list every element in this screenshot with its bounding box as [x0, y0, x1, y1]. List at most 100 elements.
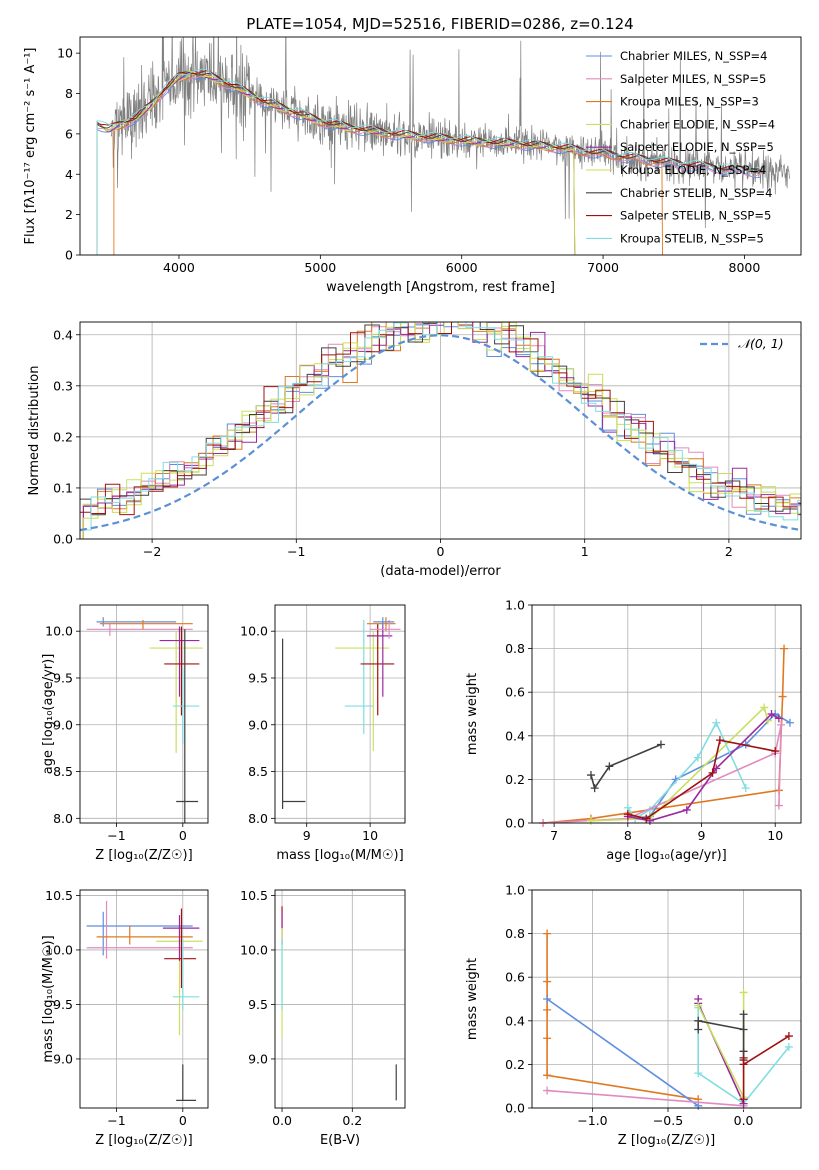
x-tick-label: 0.2	[342, 1113, 362, 1128]
x-axis-label: Z [log₁₀(Z/Z☉)]	[95, 1133, 192, 1148]
weight-line	[547, 1089, 744, 1107]
weight-marker	[784, 1042, 793, 1051]
weight-marker	[767, 710, 776, 718]
y-tick-label: 0.2	[505, 1057, 525, 1072]
weight-marker	[590, 784, 599, 793]
grid-lines	[275, 890, 405, 1108]
y-tick-label: 0.6	[505, 970, 525, 985]
weight-marker	[774, 714, 783, 723]
errorbar-point	[360, 623, 395, 716]
x-axis-label: mass [log₁₀(M/M☉)]	[276, 848, 403, 863]
weight-marker	[543, 929, 552, 938]
weight-line	[590, 743, 662, 790]
y-axis-label: mass weight	[465, 673, 480, 755]
x-tick-label: 5000	[304, 260, 336, 275]
errorbar-point	[176, 1064, 197, 1101]
model-spectrum-line	[96, 70, 576, 255]
weight-lines	[543, 929, 793, 1110]
weight-marker	[543, 1034, 552, 1043]
y-tick-label: 1.0	[505, 883, 525, 898]
weight-marker	[642, 814, 651, 823]
y-tick-label: 10	[57, 46, 73, 61]
normal-distribution-curve	[80, 334, 799, 532]
x-tick-label: 8	[624, 828, 632, 843]
y-tick-label: 0.4	[505, 1013, 525, 1028]
y-tick-label: 0.8	[505, 926, 525, 941]
errorbar-point	[370, 619, 401, 639]
figure-title: PLATE=1054, MJD=52516, FIBERID=0286, z=0…	[246, 15, 633, 33]
y-tick-label: 10.5	[45, 888, 73, 903]
errorbar-point	[159, 626, 200, 697]
weight-marker	[739, 1025, 748, 1034]
errorbar-point	[176, 629, 199, 823]
errorbar-point	[282, 638, 306, 809]
y-tick-label: 0.2	[53, 429, 73, 444]
y-tick-label: 0.2	[505, 772, 525, 787]
weight-marker	[739, 1095, 748, 1104]
residuals-panel: −2 −1 0 1 2 0.0 0.1 0.2 0.3 0.4 (data-model)/error…	[27, 321, 802, 579]
x-tick-label: −0.5	[653, 1113, 683, 1128]
weight-line	[546, 998, 699, 1107]
y-tick-label: 0	[65, 248, 73, 263]
errorbar-point	[86, 623, 193, 636]
weight-marker	[656, 740, 665, 749]
x-tick-label: 1	[581, 544, 589, 559]
weight-marker	[778, 692, 787, 701]
spectrum-panel: 4000 5000 6000 7000 8000 0 2 4 6 8 10 wavelength [A…	[23, 36, 802, 295]
weight-marker	[739, 1010, 748, 1019]
residual-histogram	[82, 322, 801, 539]
legend-label: Kroupa STELIB, N_SSP=5	[620, 231, 764, 245]
residuals-legend: 𝒩(0, 1)	[700, 336, 784, 351]
spectrum-legend: Chabrier MILES, N_SSP=4 Salpeter MILES, N…	[586, 49, 775, 245]
error-bars	[86, 617, 203, 823]
weight-vs-metallicity-panel: −1.0 −0.5 0.0 0.0 0.2 0.4 0.6 0.8 1.0 Z [log₁₀(Z/…	[465, 883, 802, 1148]
weight-marker	[739, 988, 748, 997]
plot-frame	[531, 889, 802, 1109]
x-tick-label: 8000	[729, 260, 761, 275]
weight-marker	[543, 1005, 552, 1014]
legend-label: Kroupa ELODIE, N_SSP=4	[620, 163, 766, 177]
weight-marker	[694, 1025, 703, 1034]
legend-label: Salpeter STELIB, N_SSP=5	[620, 209, 771, 223]
y-tick-label: 0.3	[53, 378, 73, 393]
plot-frame	[274, 889, 406, 1109]
model-spectrum-line	[96, 70, 576, 255]
y-tick-label: 9.5	[248, 997, 268, 1012]
weight-line	[590, 705, 769, 822]
x-tick-label: −2	[143, 544, 161, 559]
y-tick-label: 0.1	[53, 480, 73, 495]
weight-marker	[586, 816, 595, 825]
residual-histogram	[82, 322, 801, 539]
x-tick-label: −1	[107, 1113, 125, 1128]
errorbar-point	[86, 911, 193, 956]
age-vs-metallicity-panel: −1 0 8.0 8.5 9.0 9.5 10.0 Z [log₁₀(Z/Z☉)] age [l…	[41, 604, 209, 863]
weight-line	[697, 1007, 790, 1105]
weight-marker	[605, 762, 614, 771]
y-tick-label: 9.5	[53, 670, 73, 685]
legend-label: Kroupa MILES, N_SSP=3	[620, 95, 759, 109]
x-tick-label: 7	[550, 828, 558, 843]
y-tick-label: 9.0	[53, 717, 73, 732]
y-tick-label: 0.8	[505, 641, 525, 656]
legend-label: Chabrier STELIB, N_SSP=4	[620, 186, 772, 200]
mass-vs-metallicity-panel: −1 0 9.0 9.5 10.0 10.5 Z [log₁₀(Z/Z☉)] mass [lo…	[41, 888, 209, 1148]
y-tick-label: 0.0	[53, 532, 73, 547]
model-spectrum-line	[113, 73, 663, 255]
y-tick-label: 9.0	[248, 1051, 268, 1066]
weight-marker	[741, 784, 750, 793]
grid-lines	[80, 890, 208, 1108]
x-tick-label: −1.0	[577, 1113, 607, 1128]
y-tick-label: 2	[65, 207, 73, 222]
weight-marker	[785, 718, 794, 727]
plot-frame	[531, 604, 802, 824]
legend-label: Chabrier MILES, N_SSP=4	[620, 49, 767, 63]
y-axis-label: Flux [fλ10⁻¹⁷ erg cm⁻² s⁻¹ A⁻¹]	[23, 48, 38, 245]
x-tick-label: 0	[179, 1113, 187, 1128]
y-tick-label: 0.0	[505, 816, 525, 831]
plot-frame	[79, 321, 802, 540]
errorbar-point	[164, 626, 200, 716]
y-tick-label: 8.5	[53, 764, 73, 779]
y-tick-label: 10.0	[45, 942, 73, 957]
weight-marker	[543, 977, 552, 986]
errorbar-point	[366, 621, 393, 697]
